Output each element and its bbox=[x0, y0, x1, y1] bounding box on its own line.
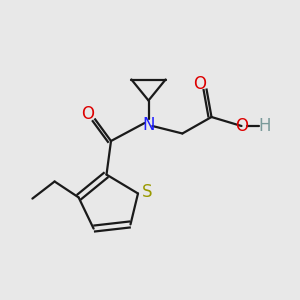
Text: S: S bbox=[142, 183, 153, 201]
Text: O: O bbox=[235, 117, 248, 135]
Text: O: O bbox=[81, 105, 94, 123]
Text: N: N bbox=[142, 116, 155, 134]
Text: H: H bbox=[258, 117, 271, 135]
Text: O: O bbox=[193, 75, 206, 93]
